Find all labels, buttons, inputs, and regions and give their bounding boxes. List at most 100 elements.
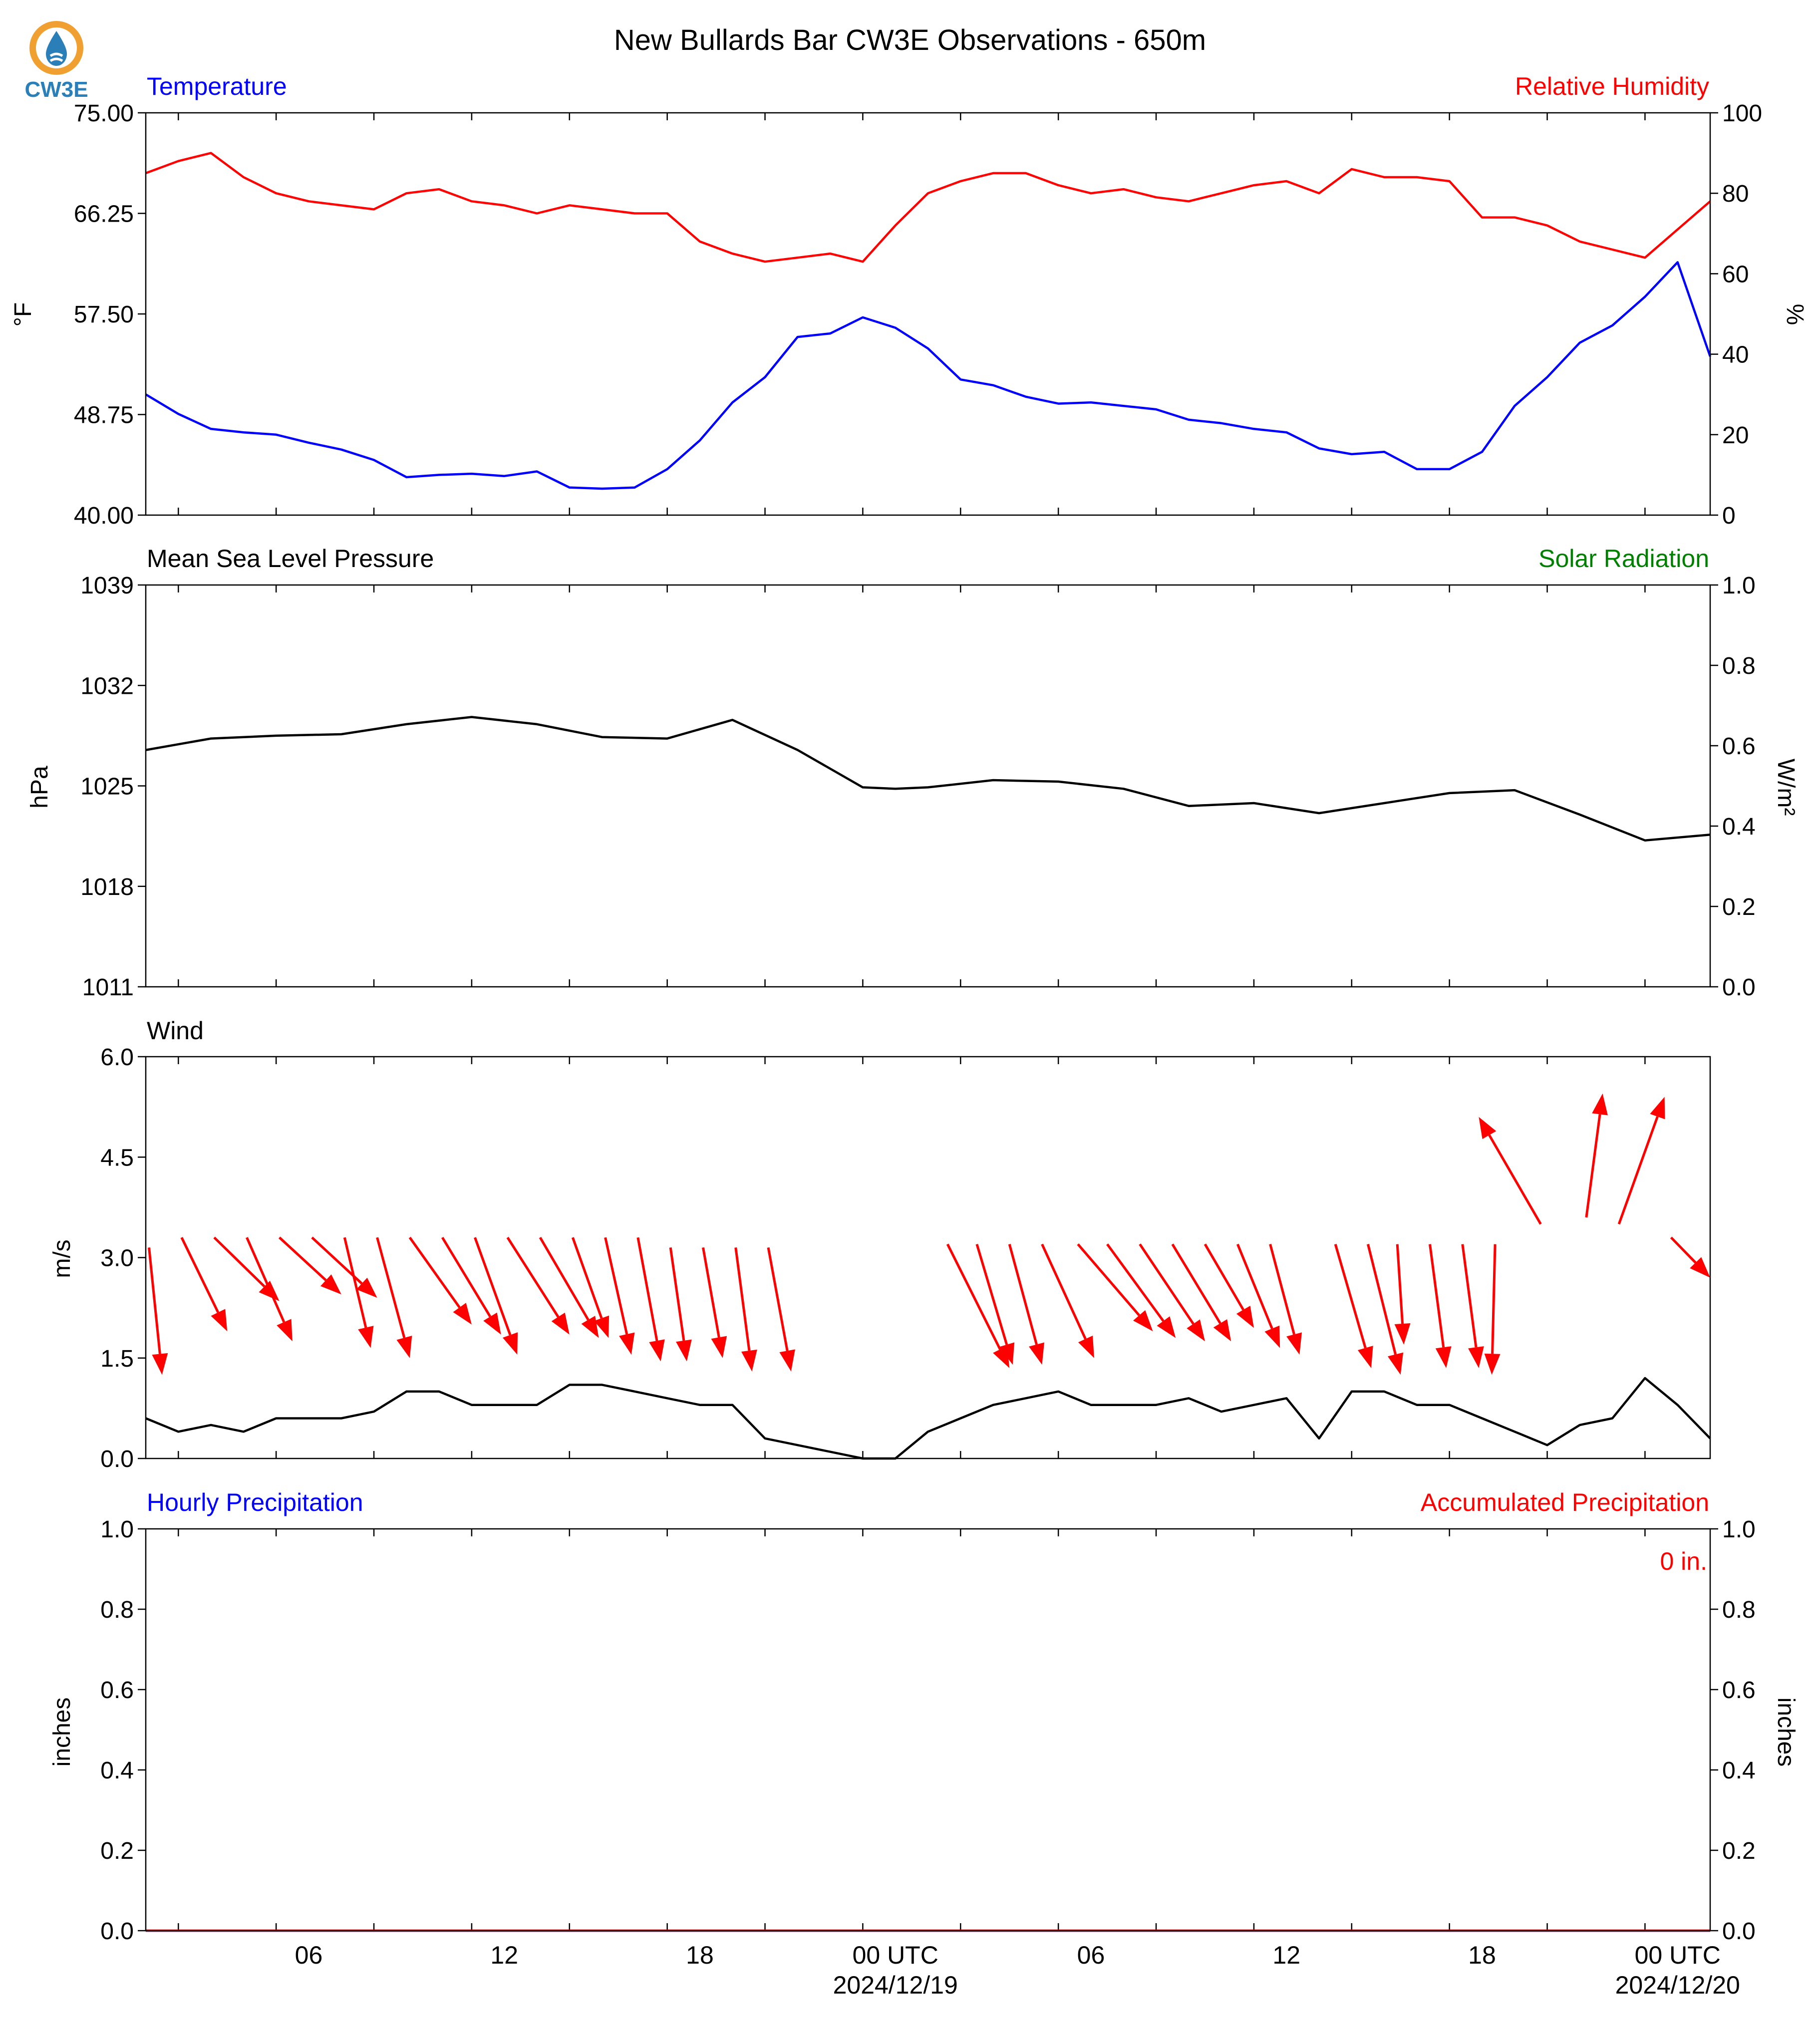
wind-arrow-head — [1213, 1319, 1231, 1342]
wind-arrow — [1204, 1243, 1254, 1328]
accumulated-precip-title: Accumulated Precipitation — [1421, 1488, 1709, 1516]
wind-arrows-layer — [148, 1093, 1710, 1375]
y-tick-label-left: 0.0 — [100, 1446, 134, 1472]
wind-arrow-head — [1029, 1342, 1045, 1365]
y-tick-label-right: 0.6 — [1722, 733, 1756, 760]
wind-arrow — [702, 1247, 727, 1358]
cw3e-logo: CW3E — [24, 21, 88, 102]
x-tick-label: 06 — [1077, 1941, 1105, 1969]
wind-arrow-shaft — [343, 1237, 367, 1328]
wind-arrow — [1171, 1243, 1231, 1342]
wind-arrow-head — [277, 1319, 293, 1342]
wind-arrow-shaft — [946, 1243, 1001, 1350]
wind-arrow-head — [1157, 1316, 1176, 1338]
wind-arrow-head — [1264, 1325, 1280, 1348]
wind-arrow-shaft — [604, 1237, 628, 1335]
wind-arrow — [408, 1236, 472, 1325]
wind-arrow-shaft — [246, 1237, 286, 1323]
wind-arrow-head — [1394, 1323, 1411, 1345]
wind-arrow-shaft — [1491, 1244, 1497, 1354]
y-tick-label-right: 80 — [1722, 181, 1749, 207]
wind-arrow-head — [1357, 1346, 1373, 1368]
temperature-axis-label: °F — [10, 302, 36, 327]
wind-arrow-head — [1286, 1332, 1302, 1355]
wind-arrow-shaft — [1461, 1244, 1478, 1348]
wind-arrow — [1394, 1244, 1411, 1345]
wind-arrow — [669, 1247, 692, 1362]
humidity-axis-label: % — [1782, 304, 1808, 325]
mean-sea-level-pressure-line — [145, 716, 1711, 842]
x-tick-label: 18 — [1468, 1941, 1496, 1969]
panel-frame — [145, 112, 1711, 516]
precip-right-axis-label: inches — [1773, 1698, 1799, 1767]
wind-arrow-shaft — [1670, 1236, 1697, 1264]
y-tick-label-right: 0.8 — [1722, 653, 1756, 679]
temperature-title: Temperature — [147, 72, 287, 100]
wind-arrow-shaft — [1367, 1244, 1397, 1355]
water-drop-logo-icon — [46, 31, 67, 66]
wind-arrow-head — [1479, 1117, 1497, 1140]
wind-arrow — [1484, 1244, 1501, 1375]
x-tick-label: 12 — [490, 1941, 518, 1969]
wind-arrow-shaft — [1139, 1243, 1195, 1325]
wind-arrow — [1367, 1244, 1404, 1375]
y-tick-label-right: 40 — [1722, 342, 1749, 368]
wind-arrow — [1008, 1244, 1045, 1365]
wind-arrow — [1334, 1243, 1373, 1368]
wind-arrow — [1041, 1243, 1094, 1358]
y-tick-label-right: 0.4 — [1722, 1757, 1756, 1784]
logo-wave-1 — [49, 52, 63, 57]
wind-arrow-shaft — [376, 1237, 406, 1338]
wind-arrow-shaft — [279, 1236, 327, 1281]
pressure-title: Mean Sea Level Pressure — [147, 545, 434, 573]
y-tick-label-left: 0.8 — [100, 1597, 134, 1623]
wind-arrow-head — [483, 1312, 501, 1335]
wind-arrow — [180, 1237, 228, 1332]
logo-wave-2 — [49, 57, 63, 62]
wind-arrow-head — [1236, 1306, 1254, 1328]
wind-arrow-shaft — [975, 1243, 1008, 1345]
wind-arrow — [1269, 1244, 1302, 1355]
y-tick-label-right: 0.4 — [1722, 814, 1756, 840]
y-tick-label-left: 1.0 — [100, 1516, 134, 1543]
pressure-axis-label: hPa — [26, 766, 53, 809]
wind-arrow-head — [356, 1277, 377, 1298]
wind-arrow-shaft — [1396, 1244, 1404, 1324]
wind-speed-line — [145, 1377, 1711, 1460]
wind-arrow-head — [1435, 1346, 1452, 1368]
relative-humidity-title: Relative Humidity — [1515, 72, 1709, 100]
temperature-line — [145, 261, 1712, 490]
y-tick-label-right: 0.0 — [1722, 974, 1756, 1001]
y-tick-label-left: 48.75 — [74, 402, 134, 429]
y-tick-label-left: 1011 — [82, 974, 134, 1001]
wind-arrow-shaft — [734, 1247, 751, 1351]
hourly-precip-title: Hourly Precipitation — [147, 1488, 363, 1516]
x-tick-label: 00 UTC — [853, 1941, 938, 1969]
wind-arrow — [604, 1237, 635, 1355]
panel-frame — [145, 1056, 1711, 1459]
accumulated-precip-total: 0 in. — [1660, 1547, 1707, 1575]
wind-arrow — [343, 1237, 374, 1348]
wind-arrow-head — [551, 1312, 570, 1335]
wind-arrow-head — [358, 1326, 374, 1348]
wind-arrow-shaft — [441, 1236, 492, 1318]
wind-arrow-head — [711, 1336, 727, 1358]
y-tick-label-left: 0.2 — [100, 1838, 134, 1864]
y-tick-label-right: 0.6 — [1722, 1677, 1756, 1704]
wind-arrow-shaft — [1008, 1244, 1038, 1345]
y-tick-label-right: 1.0 — [1722, 1516, 1756, 1543]
y-tick-label-left: 0.6 — [100, 1677, 134, 1704]
wind-arrow — [1236, 1243, 1280, 1348]
wind-arrow — [376, 1237, 412, 1358]
x-date-label: 2024/12/19 — [833, 1971, 958, 1999]
relative-humidity-line — [145, 152, 1711, 263]
wind-arrow-head — [502, 1332, 518, 1355]
y-tick-label-right: 0.2 — [1722, 1838, 1756, 1864]
wind-arrow — [767, 1247, 795, 1372]
x-date-label: 2024/12/20 — [1615, 1971, 1740, 1999]
wind-arrow-shaft — [1041, 1243, 1087, 1340]
y-tick-label-left: 1018 — [80, 874, 134, 900]
y-tick-label-left: 0.4 — [100, 1757, 134, 1784]
wind-arrow-head — [320, 1274, 341, 1295]
